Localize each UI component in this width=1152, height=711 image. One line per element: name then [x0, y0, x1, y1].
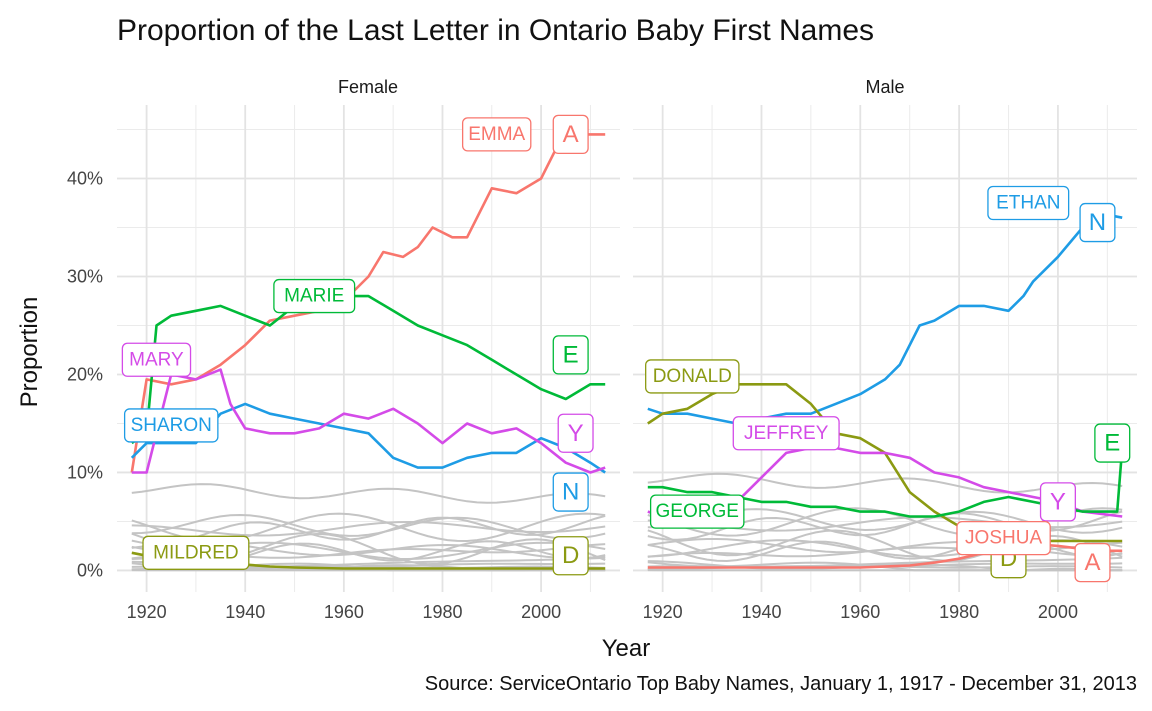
grey-series-line	[131, 514, 606, 546]
letter-label-n-text: N	[1089, 209, 1106, 236]
name-label-donald: DONALD	[645, 359, 740, 394]
name-label-ethan-text: ETHAN	[996, 192, 1060, 213]
letter-label-a-box	[552, 114, 589, 155]
y-tick-label: 20%	[67, 364, 103, 384]
name-label-ethan-box	[987, 185, 1070, 221]
name-label-mildred-text: MILDRED	[153, 542, 239, 563]
name-label-sharon-text: SHARON	[131, 415, 212, 436]
x-tick-label: 1940	[225, 602, 265, 622]
y-axis: 0% 10% 20% 30% 40%	[67, 168, 103, 580]
x-tick-label: 1940	[741, 602, 781, 622]
name-label-joshua-text: JOSHUA	[965, 528, 1042, 549]
x-tick-label: 1980	[939, 602, 979, 622]
letter-label-y-text: Y	[1050, 488, 1066, 515]
facet-label-male: Male	[865, 77, 904, 97]
name-label-emma-text: EMMA	[468, 124, 525, 145]
name-label-joshua-box	[956, 520, 1051, 556]
name-label-mildred-box	[142, 535, 250, 570]
x-tick-label: 1920	[127, 602, 167, 622]
y-tick-label: 40%	[67, 168, 103, 188]
x-tick-label: 1920	[643, 602, 683, 622]
letter-label-e-box	[1094, 423, 1131, 463]
name-label-jeffrey-text: JEFFREY	[744, 423, 829, 444]
letter-label-n-box	[552, 472, 589, 512]
name-label-joshua: JOSHUA	[956, 520, 1051, 556]
letter-label-a-text: A	[563, 121, 579, 148]
name-label-mary-text: MARY	[129, 349, 184, 370]
name-label-george-text: GEORGE	[656, 501, 739, 522]
chart-title: Proportion of the Last Letter in Ontario…	[117, 14, 874, 47]
y-tick-label: 30%	[67, 266, 103, 286]
letter-label-n-box	[1079, 202, 1116, 243]
x-tick-label: 1960	[324, 602, 364, 622]
letter-label-a-text: A	[1085, 549, 1101, 576]
panel-male: 1920 1940 1960 1980 2000ETHANNDONALDDJEFFREY…	[633, 105, 1137, 622]
name-label-mary: MARY	[121, 342, 192, 377]
letter-label-e-text: E	[563, 341, 579, 368]
name-label-marie-box	[273, 278, 356, 314]
x-tick-label: 1960	[840, 602, 880, 622]
name-label-george: GEORGE	[649, 494, 745, 529]
x-tick-label: 2000	[1038, 602, 1078, 622]
y-axis-title: Proportion	[16, 297, 43, 408]
letter-label-d-text: D	[562, 542, 579, 569]
letter-label-a: A	[552, 114, 589, 155]
name-label-marie-text: MARIE	[284, 286, 344, 307]
letter-label-n: N	[552, 472, 589, 512]
name-label-ethan: ETHAN	[987, 185, 1070, 221]
letter-label-a-box	[1074, 542, 1111, 583]
letter-label-d-box	[552, 536, 589, 576]
y-tick-label: 0%	[77, 560, 103, 580]
name-label-george-box	[649, 494, 745, 529]
letter-label-y: Y	[557, 413, 594, 453]
x-tick-label: 2000	[521, 602, 561, 622]
letter-label-e-box	[552, 335, 589, 375]
name-label-marie: MARIE	[273, 278, 356, 314]
series-line-n	[647, 211, 1123, 425]
name-label-jeffrey: JEFFREY	[732, 416, 840, 451]
letter-label-y-text: Y	[568, 420, 584, 447]
name-label-sharon-box	[123, 408, 219, 443]
letter-label-n-text: N	[562, 479, 579, 506]
name-label-sharon: SHARON	[123, 408, 219, 443]
letter-label-y-box	[1039, 482, 1076, 522]
letter-label-e: E	[1094, 423, 1131, 463]
grey-series-line	[131, 483, 606, 504]
series-line-y	[131, 368, 606, 474]
facet-label-female: Female	[338, 77, 398, 97]
letter-label-e-text: E	[1104, 430, 1120, 457]
series-line-e	[131, 294, 606, 445]
panel-female: 1920 1940 1960 1980 2000 EMMA A MARIE E SHARON N MA…	[117, 105, 620, 622]
name-label-mildred: MILDRED	[142, 535, 250, 570]
name-label-jeffrey-box	[732, 416, 840, 451]
chart-caption: Source: ServiceOntario Top Baby Names, J…	[425, 673, 1137, 695]
letter-label-d: D	[552, 536, 589, 576]
x-tick-label: 1980	[422, 602, 462, 622]
name-label-mary-box	[121, 342, 192, 377]
x-axis-title: Year	[602, 635, 651, 662]
name-label-donald-text: DONALD	[653, 366, 732, 387]
y-tick-label: 10%	[67, 462, 103, 482]
letter-label-y: Y	[1039, 482, 1076, 522]
name-label-emma-box	[461, 117, 532, 152]
letter-label-e: E	[552, 335, 589, 375]
letter-label-n: N	[1079, 202, 1116, 243]
name-label-emma: EMMA	[461, 117, 532, 152]
series-line-a	[130, 133, 606, 473]
letter-label-a: A	[1074, 542, 1111, 583]
letter-label-y-box	[557, 413, 594, 453]
name-label-donald-box	[645, 359, 740, 394]
